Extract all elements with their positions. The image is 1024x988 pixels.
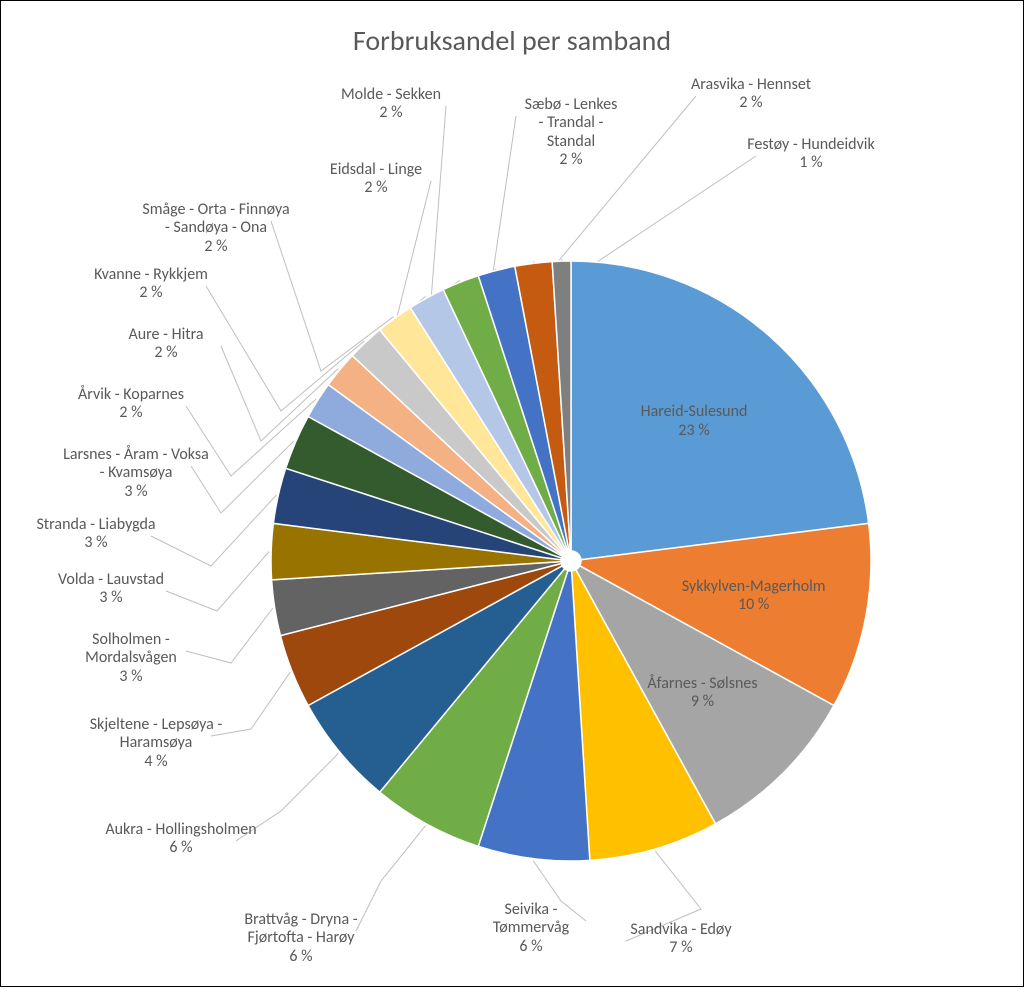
slice-label: Aukra - Hollingsholmen 6 % <box>81 821 281 858</box>
chart-frame: Forbruksandel per samband Hareid-Sulesun… <box>0 0 1024 987</box>
slice-label: Kvanne - Rykkjem 2 % <box>51 266 251 303</box>
leader-line <box>431 106 460 301</box>
slice-label: Brattvåg - Dryna - Fjørtofta - Harøy 6 % <box>201 911 401 966</box>
slice-label: Sæbø - Lenkes - Trandal - Standal 2 % <box>471 96 671 170</box>
slice-label: Molde - Sekken 2 % <box>291 86 491 123</box>
slice-label: Stranda - Liabygda 3 % <box>0 516 196 553</box>
slice-label: Årvik - Koparnes 2 % <box>31 386 231 423</box>
slice-label: Volda - Lauvstad 3 % <box>11 571 211 608</box>
slice-label: Småge - Orta - Finnøya - Sandøya - Ona 2… <box>116 201 316 256</box>
slice-label: Skjeltene - Lepsøya - Haramsøya 4 % <box>56 716 256 771</box>
leader-line <box>562 156 756 276</box>
slice-label: Hareid-Sulesund 23 % <box>604 403 784 440</box>
pie-chart: Hareid-Sulesund 23 % Sykkylven-Magerholm … <box>1 1 1024 988</box>
slice-label: Solholmen - Mordalsvågen 3 % <box>31 631 231 686</box>
slice-label: Larsnes - Åram - Voksa - Kvamsøya 3 % <box>36 446 236 501</box>
slice-label: Åfarnes - Sølsnes 9 % <box>613 675 793 712</box>
slice-label: Eidsdal - Linge 2 % <box>276 161 476 198</box>
slice-label: Festøy - Hundeidvik 1 % <box>711 136 911 173</box>
slice-label: Seivika - Tømmervåg 6 % <box>431 901 631 956</box>
slice-label: Aure - Hitra 2 % <box>66 326 266 363</box>
slice-label: Sykkylven-Magerholm 10 % <box>664 578 844 615</box>
slice-label: Arasvika - Hennset 2 % <box>651 76 851 113</box>
